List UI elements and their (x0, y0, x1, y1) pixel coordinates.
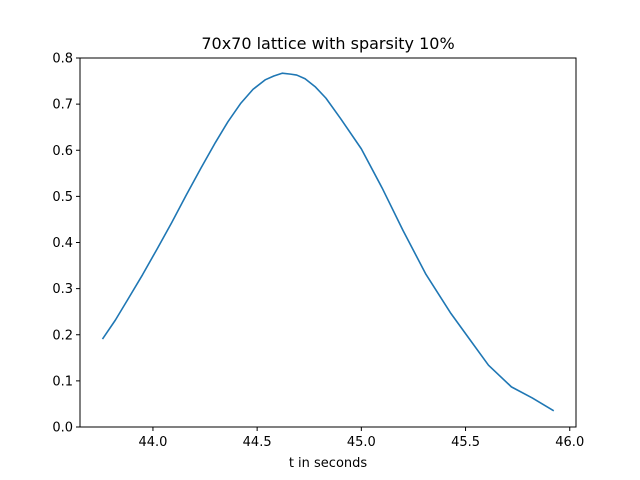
x-tick-label: 44.5 (243, 435, 272, 450)
plot-frame (79, 57, 577, 428)
x-tick-label: 44.0 (138, 435, 167, 450)
plot-area (80, 58, 576, 427)
series-line-0 (101, 72, 555, 412)
x-axis-label: t in seconds (289, 456, 368, 471)
y-tick-label: 0.2 (52, 328, 73, 343)
x-tick-label: 45.5 (451, 435, 480, 450)
y-tick-label: 0.1 (52, 374, 73, 389)
y-tick-label: 0.8 (52, 52, 73, 67)
series-layer (101, 72, 555, 412)
y-tick-label: 0.4 (52, 236, 73, 251)
y-tick-label: 0.5 (52, 190, 73, 205)
x-tick-label: 45.0 (347, 435, 376, 450)
axes-layer: 44.0 44.5 45.0 45.5 46.0 0.0 0.1 0.2 0.3 0.4 0.5 0.… (52, 52, 584, 451)
y-tick-label: 0.3 (52, 282, 73, 297)
y-tick-label: 0.6 (52, 144, 73, 159)
x-tick-label: 46.0 (555, 435, 584, 450)
y-tick-label: 0.0 (52, 421, 73, 436)
y-tick-label: 0.7 (52, 98, 73, 113)
chart-title: 70x70 lattice with sparsity 10% (201, 34, 454, 53)
